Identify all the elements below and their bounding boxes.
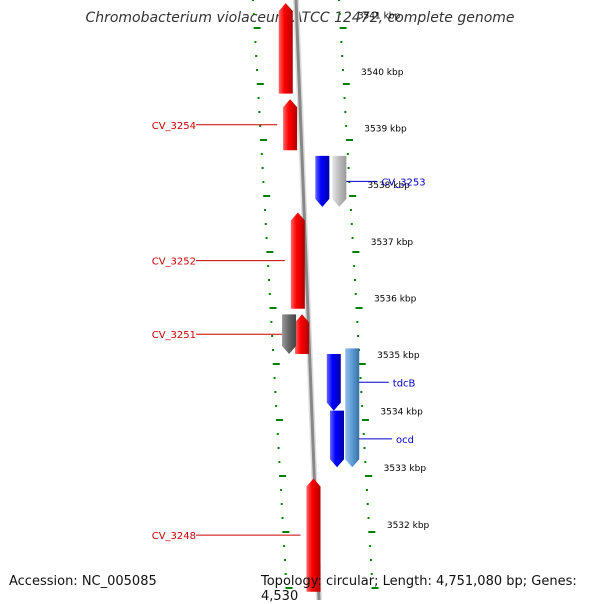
right-gene-0: [315, 155, 330, 207]
right-gene-2: [326, 354, 341, 411]
map-title: Chromobacterium violaceum ATCC 12472, co…: [85, 10, 515, 26]
right-gene-4: [345, 348, 360, 468]
gene-label: CV_3248: [152, 531, 196, 542]
gene-label: CV_3253: [381, 177, 425, 188]
kbp-tick-label: 3532 kbp: [387, 521, 430, 531]
right-gene-1: [332, 155, 347, 207]
kbp-tick-label: 3540 kbp: [361, 68, 404, 78]
kbp-tick-label: 3541 kbp: [358, 11, 401, 21]
gene-label: CV_3251: [152, 330, 196, 341]
kbp-tick-label: 3535 kbp: [377, 351, 420, 361]
kbp-tick-label: 3534 kbp: [380, 408, 423, 418]
left-gene-5: [306, 478, 321, 592]
kbp-tick-label: 3539 kbp: [364, 125, 407, 135]
gene-label: ocd: [396, 435, 414, 446]
accession-label: Accession: NC_005085: [9, 574, 157, 589]
kbp-tick-label: 3537 kbp: [371, 238, 414, 248]
kbp-tick-label: 3536 kbp: [374, 294, 417, 304]
left-gene-0: [278, 3, 293, 94]
left-gene-4: [282, 314, 297, 354]
right-gene-3: [330, 410, 345, 468]
gene-label: CV_3252: [152, 257, 196, 268]
kbp-tick-label: 3533 kbp: [384, 464, 427, 474]
left-gene-3: [295, 314, 310, 354]
gene-label: CV_3254: [152, 121, 196, 132]
gene-label: tdcB: [393, 378, 416, 389]
left-gene-1: [283, 99, 298, 151]
left-gene-2: [290, 212, 305, 309]
kbp-tick-label: 3538 kbp: [367, 181, 410, 191]
